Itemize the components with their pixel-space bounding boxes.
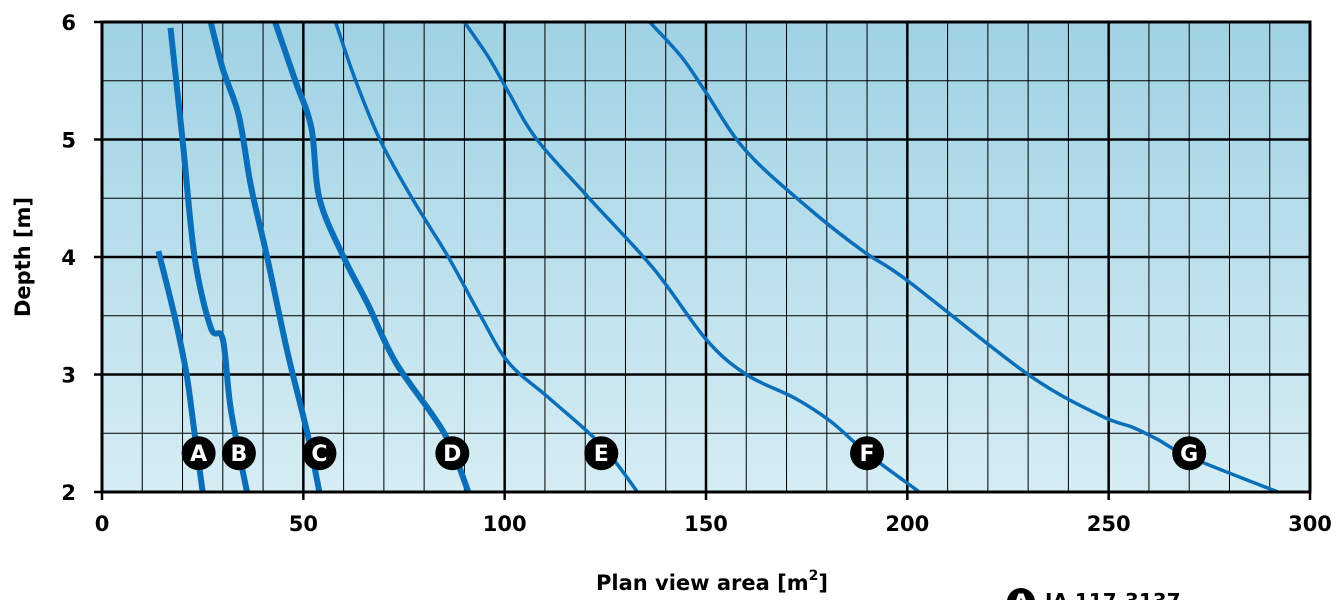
x-tick-label: 150: [684, 512, 728, 536]
curve-label-marker-b: [221, 436, 256, 471]
curve-line-5: [333, 22, 639, 492]
curve-line-4: [272, 22, 472, 492]
y-tick-label: 5: [61, 129, 76, 153]
curve-label-marker-e: [584, 436, 619, 471]
legend-text: IA 117-3137: [1045, 589, 1181, 600]
curve-label-b: B: [231, 442, 248, 467]
curve-label-marker-g: [1172, 436, 1207, 471]
curve-label-a: A: [190, 442, 207, 467]
y-axis-ticks: 2 3 4 5 6: [61, 11, 102, 505]
y-tick-label: 3: [61, 364, 76, 388]
x-axis-title-end: ]: [818, 571, 828, 595]
x-tick-label: 50: [289, 512, 318, 536]
y-axis-title: Depth [m]: [11, 197, 35, 317]
curve-label-marker-a: [181, 436, 216, 471]
x-axis-title: Plan view area [m2]: [596, 568, 828, 595]
y-tick-label: 6: [61, 11, 76, 35]
x-tick-label: 100: [483, 512, 527, 536]
curve-label-c: C: [311, 442, 327, 467]
curve-label-marker-f: [850, 436, 885, 471]
y-tick-label: 4: [61, 246, 76, 270]
legend: A IA 117-3137: [1007, 588, 1181, 600]
curves: [155, 22, 1279, 492]
curve-label-e: E: [594, 442, 609, 467]
x-tick-label: 250: [1087, 512, 1131, 536]
curve-label-f: F: [860, 442, 875, 467]
legend-marker-text: A: [1012, 591, 1029, 600]
x-axis-ticks: 0 50 100 150 200 250 300: [95, 492, 1332, 536]
x-tick-label: 200: [885, 512, 929, 536]
x-tick-label: 0: [95, 512, 110, 536]
curve-line-7: [648, 22, 1279, 492]
x-axis-title-sup: 2: [809, 568, 819, 584]
legend-marker: [1007, 588, 1035, 600]
curve-label-d: D: [443, 442, 461, 467]
y-tick-label: 2: [61, 481, 76, 505]
grid: [100, 20, 1312, 494]
curve-label-marker-c: [302, 436, 337, 471]
curve-line-2: [167, 27, 250, 492]
x-tick-label: 300: [1288, 512, 1332, 536]
curve-line-6: [462, 22, 921, 492]
curve-label-g: G: [1180, 442, 1198, 467]
curve-line-3: [207, 22, 323, 492]
curve-label-marker-d: [435, 436, 470, 471]
